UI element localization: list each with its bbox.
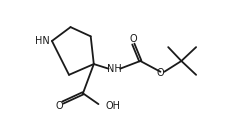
Text: O: O <box>157 68 164 78</box>
Text: O: O <box>129 34 137 44</box>
Text: OH: OH <box>106 101 121 111</box>
Text: HN: HN <box>35 36 50 46</box>
Text: O: O <box>55 101 63 111</box>
Text: NH: NH <box>106 64 121 74</box>
